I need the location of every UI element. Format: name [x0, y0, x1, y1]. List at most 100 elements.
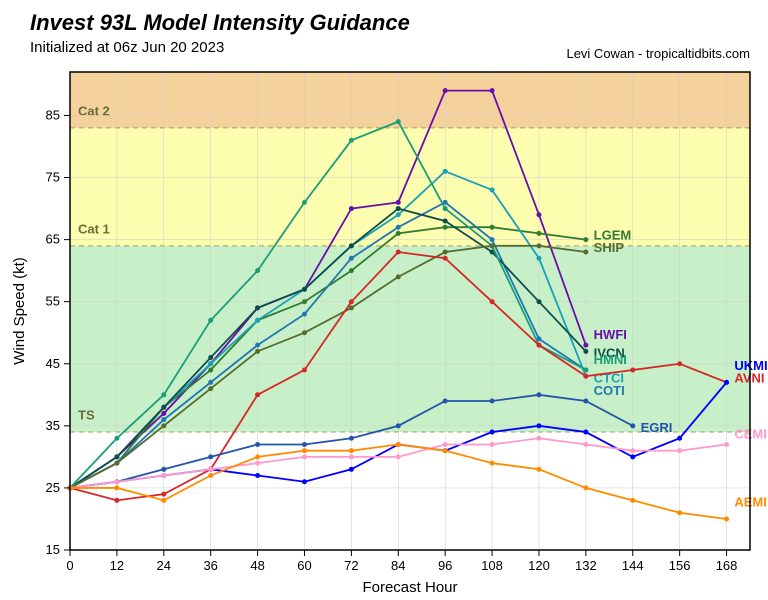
- marker: [536, 343, 541, 348]
- marker: [443, 88, 448, 93]
- marker: [302, 442, 307, 447]
- marker: [490, 430, 495, 435]
- x-tick-label: 12: [110, 558, 124, 573]
- marker: [490, 299, 495, 304]
- marker: [114, 479, 119, 484]
- marker: [255, 442, 260, 447]
- marker: [396, 442, 401, 447]
- marker: [114, 436, 119, 441]
- y-tick-label: 15: [46, 542, 60, 557]
- marker: [349, 268, 354, 273]
- marker: [536, 436, 541, 441]
- chart-subtitle: Initialized at 06z Jun 20 2023: [30, 39, 224, 56]
- marker: [536, 243, 541, 248]
- marker: [349, 305, 354, 310]
- marker: [583, 485, 588, 490]
- marker: [536, 423, 541, 428]
- marker: [490, 461, 495, 466]
- marker: [443, 250, 448, 255]
- y-tick-label: 45: [46, 356, 60, 371]
- series-label-hwfi: HWFI: [594, 327, 627, 342]
- marker: [630, 498, 635, 503]
- marker: [208, 467, 213, 472]
- marker: [583, 442, 588, 447]
- marker: [349, 299, 354, 304]
- series-label-hmni: HMNI: [594, 352, 627, 367]
- marker: [302, 448, 307, 453]
- marker: [349, 467, 354, 472]
- marker: [536, 392, 541, 397]
- x-tick-label: 84: [391, 558, 405, 573]
- marker: [396, 212, 401, 217]
- marker: [583, 367, 588, 372]
- marker: [255, 349, 260, 354]
- marker: [349, 243, 354, 248]
- marker: [583, 374, 588, 379]
- x-tick-label: 24: [157, 558, 171, 573]
- x-tick-label: 108: [481, 558, 503, 573]
- marker: [208, 454, 213, 459]
- marker: [396, 200, 401, 205]
- marker: [490, 225, 495, 230]
- marker: [208, 380, 213, 385]
- marker: [490, 88, 495, 93]
- marker: [490, 442, 495, 447]
- marker: [677, 510, 682, 515]
- marker: [161, 467, 166, 472]
- marker: [396, 274, 401, 279]
- y-tick-label: 25: [46, 480, 60, 495]
- marker: [443, 442, 448, 447]
- marker: [677, 448, 682, 453]
- marker: [302, 287, 307, 292]
- band-cat-2: [70, 72, 750, 128]
- x-tick-label: 120: [528, 558, 550, 573]
- marker: [536, 467, 541, 472]
- marker: [349, 454, 354, 459]
- marker: [302, 454, 307, 459]
- marker: [443, 169, 448, 174]
- marker: [536, 212, 541, 217]
- marker: [114, 454, 119, 459]
- y-tick-label: 55: [46, 294, 60, 309]
- marker: [396, 206, 401, 211]
- marker: [349, 436, 354, 441]
- marker: [302, 312, 307, 317]
- marker: [255, 343, 260, 348]
- marker: [443, 218, 448, 223]
- marker: [396, 231, 401, 236]
- marker: [677, 361, 682, 366]
- marker: [396, 454, 401, 459]
- marker: [255, 305, 260, 310]
- marker: [490, 399, 495, 404]
- x-tick-label: 144: [622, 558, 644, 573]
- marker: [255, 268, 260, 273]
- x-tick-label: 156: [669, 558, 691, 573]
- marker: [114, 498, 119, 503]
- band-label: Cat 1: [78, 221, 110, 236]
- y-tick-label: 85: [46, 107, 60, 122]
- marker: [490, 243, 495, 248]
- marker: [208, 386, 213, 391]
- marker: [536, 256, 541, 261]
- marker: [161, 423, 166, 428]
- marker: [724, 380, 729, 385]
- marker: [630, 367, 635, 372]
- marker: [208, 355, 213, 360]
- marker: [114, 485, 119, 490]
- marker: [161, 392, 166, 397]
- marker: [583, 349, 588, 354]
- marker: [443, 256, 448, 261]
- chart-title: Invest 93L Model Intensity Guidance: [30, 10, 410, 35]
- x-axis-label: Forecast Hour: [362, 579, 457, 596]
- marker: [302, 367, 307, 372]
- marker: [302, 479, 307, 484]
- marker: [302, 330, 307, 335]
- marker: [255, 392, 260, 397]
- y-tick-label: 35: [46, 418, 60, 433]
- band-cat-1: [70, 128, 750, 246]
- marker: [302, 200, 307, 205]
- marker: [349, 448, 354, 453]
- marker: [349, 138, 354, 143]
- marker: [208, 367, 213, 372]
- marker: [443, 448, 448, 453]
